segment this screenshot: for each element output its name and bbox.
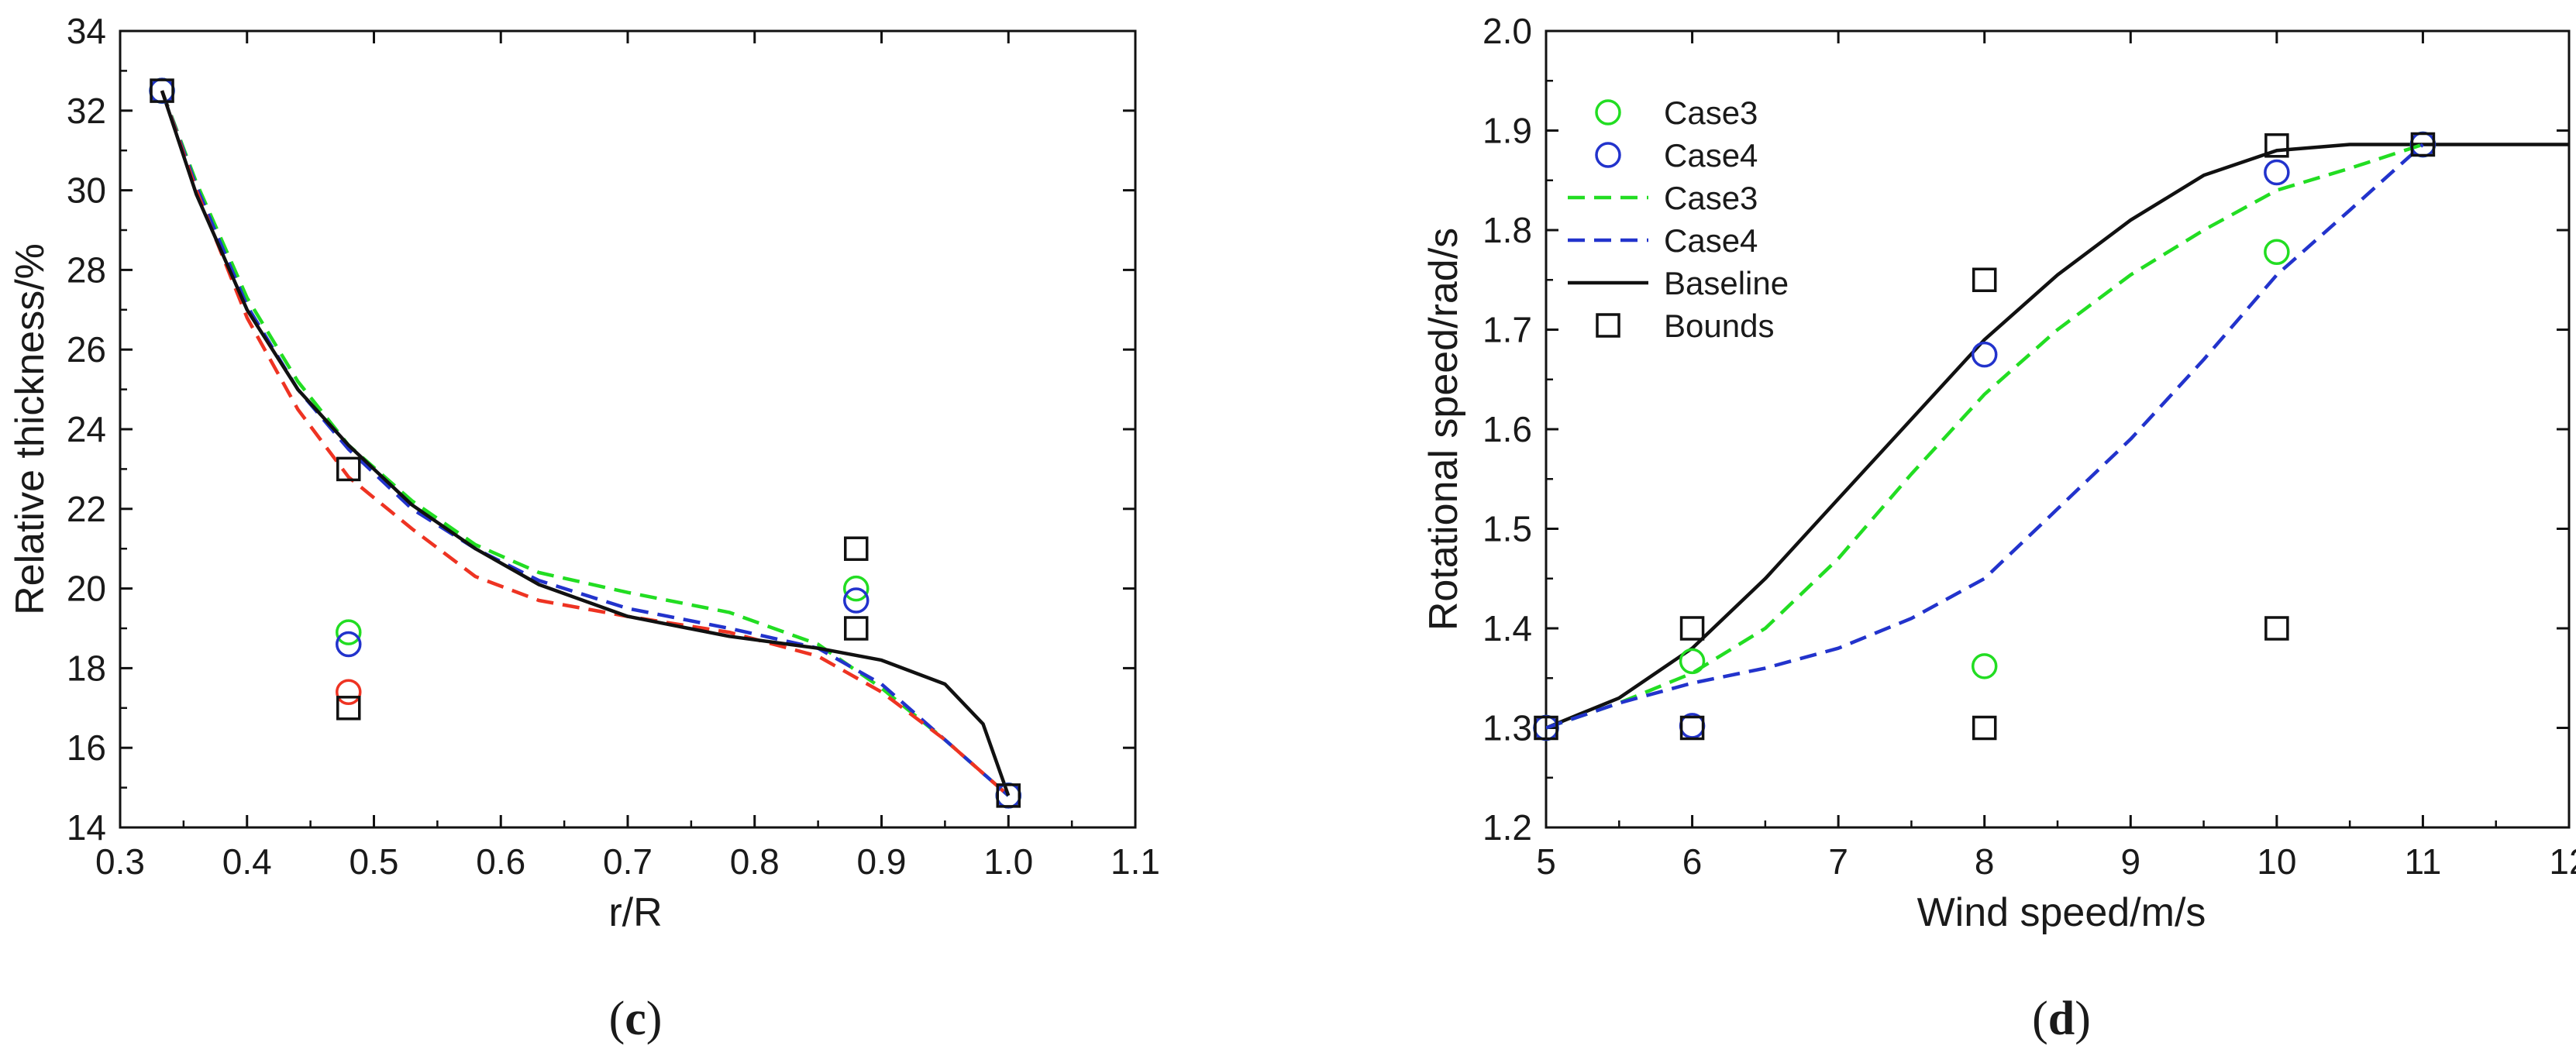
legend-swatch-circle xyxy=(1595,99,1621,126)
marker-case4 xyxy=(2264,159,2290,186)
x-axis-title: r/R xyxy=(608,890,662,935)
panel-label-letter: d xyxy=(2048,992,2075,1045)
marker-bounds xyxy=(2264,616,2289,641)
panel-label: (d) xyxy=(2032,992,2091,1045)
marker-bounds xyxy=(844,616,869,641)
y-tick-label: 32 xyxy=(67,91,106,131)
x-tick-label: 0.6 xyxy=(476,841,525,882)
marker-bounds xyxy=(336,696,361,721)
x-axis-title: Wind speed/m/s xyxy=(1917,890,2206,935)
y-tick-label: 26 xyxy=(67,329,106,370)
x-tick-label: 10 xyxy=(2257,841,2296,882)
y-tick-label: 24 xyxy=(67,409,106,449)
marker-case3 xyxy=(1679,648,1706,675)
marker-case3 xyxy=(2264,239,2290,266)
y-tick-label: 22 xyxy=(67,489,106,529)
x-tick-label: 0.7 xyxy=(603,841,653,882)
y-tick-label: 2.0 xyxy=(1483,11,1532,51)
panel-label: (c) xyxy=(609,992,663,1045)
x-tick-label: 0.5 xyxy=(350,841,399,882)
marker-bounds xyxy=(996,783,1021,808)
series-line-baseline xyxy=(1546,143,2569,730)
panel-label-close: ) xyxy=(646,992,663,1045)
x-tick-label: 0.9 xyxy=(857,841,907,882)
y-tick-label: 1.3 xyxy=(1483,708,1532,748)
x-tick-label: 9 xyxy=(2120,841,2140,882)
x-tick-label: 0.4 xyxy=(222,841,272,882)
legend-label: Case3 xyxy=(1664,95,1758,131)
y-axis-title: Relative thickness/% xyxy=(8,243,53,615)
panel-c: 0.3 0.4 0.5 0.6 0.7 0.8 0.9 1.0 1.1 14 16 18 20 22 24 2… xyxy=(8,11,1160,1045)
y-axis-title: Rotational speed/rad/s xyxy=(1421,228,1466,631)
legend-label: Bounds xyxy=(1664,308,1774,344)
legend-swatch-circle xyxy=(1595,142,1621,168)
y-tick-label: 16 xyxy=(67,728,106,768)
marker-bounds xyxy=(2264,133,2289,158)
marker-bounds xyxy=(1972,715,1997,741)
marker-case2 xyxy=(336,679,362,705)
marker-case4 xyxy=(336,631,362,658)
y-tick-label: 20 xyxy=(67,569,106,609)
x-tick-label: 1.0 xyxy=(983,841,1033,882)
legend-label: Case4 xyxy=(1664,137,1758,174)
legend: Case3 Case4 Case3 Case4 Baseline Bounds xyxy=(1568,95,1789,344)
y-tick-label: 14 xyxy=(67,807,106,848)
marker-bounds xyxy=(2410,132,2436,157)
y-tick-label: 28 xyxy=(67,249,106,290)
marker-case4 xyxy=(1971,341,1998,368)
y-tick-label: 30 xyxy=(67,170,106,211)
marker-bounds xyxy=(1534,715,1558,741)
y-tick-label: 1.2 xyxy=(1483,807,1532,848)
y-tick-label: 34 xyxy=(67,11,106,51)
y-tick-label: 18 xyxy=(67,648,106,688)
x-tick-label: 0.3 xyxy=(95,841,145,882)
marker-bounds xyxy=(1679,715,1705,741)
legend-label: Case4 xyxy=(1664,222,1758,259)
x-tick-label: 1.1 xyxy=(1111,841,1160,882)
marker-bounds xyxy=(1972,267,1997,292)
panel-label-close: ) xyxy=(2075,992,2091,1045)
y-tick-label: 1.4 xyxy=(1483,608,1532,648)
y-tick-label: 1.7 xyxy=(1483,310,1532,350)
x-tick-label: 7 xyxy=(1828,841,1848,882)
marker-case3 xyxy=(1971,653,1998,679)
panel-label-open: ( xyxy=(2032,992,2048,1045)
x-tick-label: 5 xyxy=(1536,841,1556,882)
x-tick-label: 8 xyxy=(1975,841,1995,882)
series-line-case3 xyxy=(160,90,1010,797)
marker-bounds xyxy=(336,456,361,482)
marker-case4 xyxy=(843,587,870,614)
panel-label-open: ( xyxy=(609,992,625,1045)
x-tick-label: 12 xyxy=(2549,841,2576,882)
y-tick-label: 1.5 xyxy=(1483,509,1532,549)
legend-label: Baseline xyxy=(1664,265,1789,301)
series-line-case3 xyxy=(1546,143,2424,730)
marker-case3 xyxy=(843,575,870,602)
x-tick-label: 6 xyxy=(1682,841,1703,882)
x-tick-label: 0.8 xyxy=(730,841,780,882)
series-line-baseline xyxy=(160,90,1011,796)
marker-bounds xyxy=(844,536,869,561)
y-tick-label: 1.8 xyxy=(1483,210,1532,250)
panel-label-letter: c xyxy=(625,992,646,1045)
legend-swatch-square xyxy=(1596,313,1620,338)
legend-label: Case3 xyxy=(1664,180,1758,216)
marker-bounds xyxy=(150,78,174,103)
x-tick-label: 11 xyxy=(2405,841,2442,882)
y-tick-label: 1.6 xyxy=(1483,409,1532,449)
series-line-case2 xyxy=(160,90,1010,797)
marker-bounds xyxy=(1679,616,1705,641)
panel-d: 5 6 7 8 9 10 11 12 1.2 1.3 1.4 1.5 1.6 1.7 1.8 1.9 2.0 Wi… xyxy=(1421,11,2576,1045)
marker-case3 xyxy=(336,619,362,645)
y-tick-label: 1.9 xyxy=(1483,111,1532,151)
series-line-case4 xyxy=(160,90,1010,797)
plot-frame xyxy=(119,29,1137,829)
